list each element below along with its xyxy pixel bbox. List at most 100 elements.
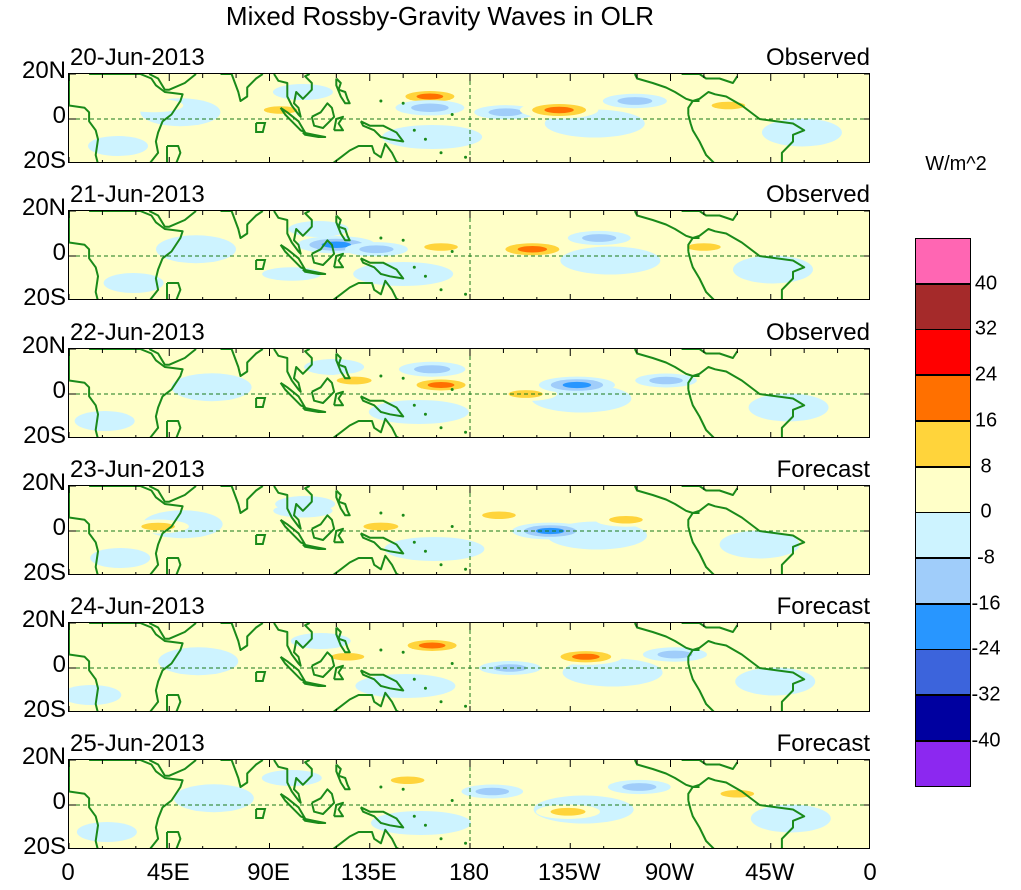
negative-band [719,530,800,559]
map-plot [68,348,870,438]
coastline [359,669,405,692]
map-plot [68,73,870,163]
island-dot [401,650,405,654]
colorbar-label: 40 [974,272,998,295]
map-panel: 22-Jun-2013 Observed 20N 0 20S [0,320,880,458]
island-dot [379,236,383,240]
island-dot [401,787,405,791]
anomaly-core [418,642,446,649]
coastline [166,557,182,574]
negative-band [761,118,842,147]
colorbar-label: -8 [977,546,995,569]
chart-title: Mixed Rossby-Gravity Waves in OLR [225,1,655,31]
coastline [166,694,182,711]
coastline [310,514,336,541]
map-svg [69,349,869,437]
coastline [69,349,184,437]
anomaly-core [582,234,617,242]
coastline [335,489,351,517]
colorbar-swatch [915,740,971,787]
island-dot [412,677,416,681]
negative-band [90,548,151,568]
y-tick-label: 20N [21,743,66,770]
map-svg [69,623,869,711]
coastline [681,760,739,770]
y-tick-label: 20N [21,57,66,84]
coastline [335,626,351,654]
panel-status: Forecast [776,593,870,620]
coastline [148,486,197,503]
negative-band [155,235,236,264]
coastline [166,420,182,437]
coastline [69,760,184,848]
coastline [148,349,197,366]
panel-status: Observed [765,44,870,71]
island-dot [450,113,454,116]
island-dot [464,567,468,571]
coastline [687,228,806,299]
anomaly-core [517,246,548,253]
anomaly-core [427,382,455,388]
coastline [687,777,806,848]
anomaly-core [411,103,449,112]
island-dot [379,99,383,103]
x-tick-label: 90E [247,859,290,886]
coastline [273,760,313,804]
island-dot [412,128,416,132]
panel-date: 23-Jun-2013 [70,456,205,483]
island-dot [464,704,468,708]
island-dot [439,151,443,155]
x-tick-label: 0 [863,859,877,886]
anomaly-core [141,522,175,531]
anomaly-core [657,650,693,659]
island-dot [439,837,443,841]
coastline [69,211,184,299]
coastline [220,760,264,788]
map-plot [68,485,870,575]
island-dot [401,101,405,105]
anomaly-core [263,106,298,114]
island-dot [423,274,427,278]
island-dot [439,563,443,567]
anomaly-core [424,243,458,251]
x-tick-label: 90W [644,859,695,886]
colorbar-label: 16 [974,409,998,432]
coastline [279,518,307,546]
coastline [332,279,400,299]
anomaly-core [562,381,592,389]
colorbar-swatch [915,420,971,467]
negative-band [69,685,122,705]
coastline [302,131,327,138]
colorbar-label: -24 [971,637,1001,660]
x-tick-label: 45W [745,859,795,886]
coastline [302,680,327,687]
coastline [302,817,327,824]
coastline [310,377,336,404]
y-tick-label: 0 [52,514,66,541]
coastline [332,828,400,848]
island-dot [423,412,427,416]
coastline [279,792,307,820]
map-svg [69,211,869,299]
island-dot [401,238,405,242]
colorbar-label: -16 [971,592,1001,615]
map-plot [68,210,870,300]
map-plot [68,759,870,849]
colorbar-swatch [915,649,971,696]
coastline [333,390,344,407]
negative-band [171,373,252,402]
y-tick-label: 20S [23,833,66,860]
anomaly-core [416,93,444,100]
coastline [273,349,313,393]
island-dot [464,155,468,159]
colorbar-swatch [915,557,971,604]
island-dot [439,288,443,292]
island-outline [255,808,267,819]
island-dot [450,525,454,528]
negative-band [382,125,483,149]
y-tick-label: 20N [21,469,66,496]
anomaly-core [622,783,657,791]
island-dot [423,549,427,553]
coastline [359,532,405,555]
coastline [333,801,344,818]
